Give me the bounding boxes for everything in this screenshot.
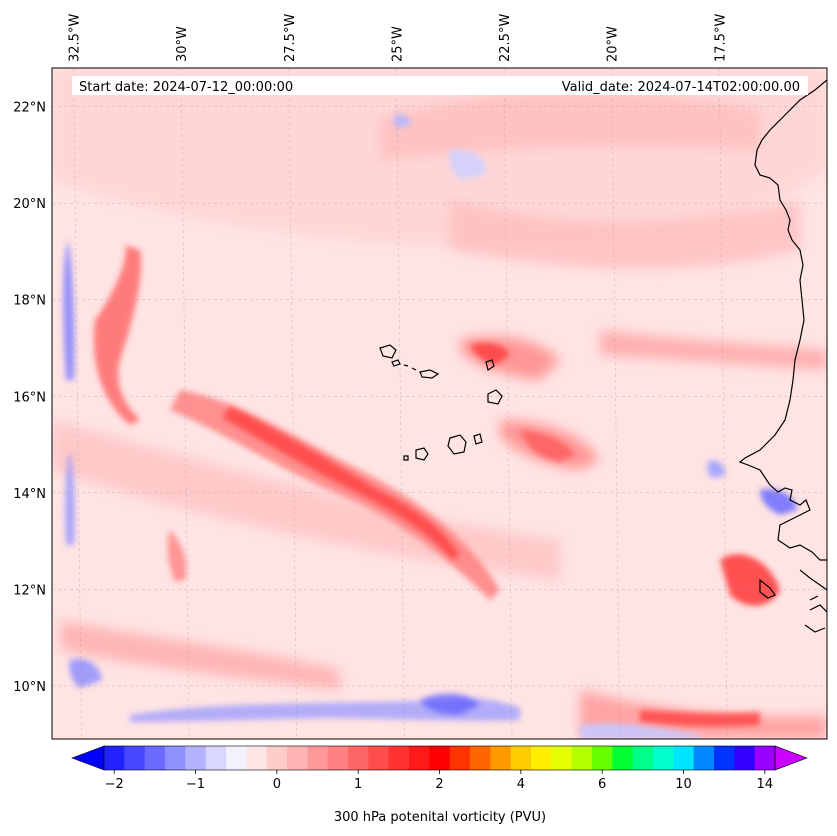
colorbar-bin xyxy=(165,746,186,770)
colorbar-bin xyxy=(714,746,735,770)
map-frame xyxy=(51,67,828,740)
colorbar-bin xyxy=(185,746,207,770)
colorbar-bin xyxy=(388,746,410,770)
map-panel xyxy=(52,68,827,739)
lat-tick-label: 14°N xyxy=(13,487,46,502)
colorbar-bin xyxy=(612,746,634,770)
colorbar-bin xyxy=(632,746,654,770)
colorbar-bin xyxy=(531,746,552,770)
colorbar-bin xyxy=(104,746,125,770)
gridline-lon xyxy=(503,68,513,739)
colorbar-bin xyxy=(693,746,715,770)
colorbar-tick-label: 4 xyxy=(517,777,525,792)
colorbar-over-arrow xyxy=(774,745,808,771)
colorbar-bin xyxy=(409,746,430,770)
colorbar-bin xyxy=(287,746,308,770)
gridline-lon xyxy=(288,68,298,739)
colorbar-bin xyxy=(368,746,390,770)
lon-tick-label: 27.5°W xyxy=(283,14,298,62)
colorbar-tick-label: 6 xyxy=(598,777,606,792)
latitude-labels: 22°N 20°N 18°N 16°N 14°N 12°N 10°N xyxy=(13,101,46,695)
lon-tick-label: 25°W xyxy=(390,26,405,62)
colorbar-bin xyxy=(653,746,674,770)
colorbar-ticks: −2 −1 0 1 2 4 6 10 14 xyxy=(105,770,774,792)
colorbar-bin xyxy=(510,746,532,770)
gridline-lon xyxy=(396,68,405,739)
colorbar-label: 300 hPa potenital vorticity (PVU) xyxy=(334,810,546,825)
colorbar-bin xyxy=(754,746,776,770)
longitude-labels: 32.5°W 30°W 27.5°W 25°W 22.5°W 20°W 17.5°W xyxy=(68,14,729,62)
colorbar-bin xyxy=(592,746,613,770)
gridlines xyxy=(52,68,827,739)
info-banner-bg xyxy=(72,76,808,95)
lon-tick-label: 32.5°W xyxy=(68,14,83,62)
lat-tick-label: 20°N xyxy=(13,197,46,212)
colorbar-bin xyxy=(205,746,227,770)
valid-date-text: Valid_date: 2024-07-14T02:00:00.00 xyxy=(562,80,800,95)
gridline-lon xyxy=(73,68,82,739)
colorbar-bin xyxy=(449,746,471,770)
colorbar-bin xyxy=(226,746,247,770)
colorbar-bin xyxy=(673,746,695,770)
lon-tick-label: 20°W xyxy=(606,26,621,62)
gridline-lon xyxy=(611,68,620,739)
lon-tick-label: 17.5°W xyxy=(713,14,728,62)
colorbar-tick-label: 10 xyxy=(675,777,692,792)
lat-tick-label: 16°N xyxy=(13,390,46,405)
colorbar-tick-label: 0 xyxy=(273,777,281,792)
start-date-text: Start date: 2024-07-12_00:00:00 xyxy=(79,80,293,95)
colorbar-bin xyxy=(470,746,491,770)
colorbar-under-arrow xyxy=(71,745,105,771)
colorbar-bin xyxy=(490,746,512,770)
pv-streamer xyxy=(93,245,780,727)
lat-tick-label: 22°N xyxy=(13,101,46,116)
colorbar-bin xyxy=(144,746,166,770)
colorbar-tick-label: −2 xyxy=(105,777,124,792)
colorbar-bin xyxy=(551,746,573,770)
pv-negative xyxy=(63,114,797,739)
colorbar-tick-label: 1 xyxy=(354,777,362,792)
lon-tick-label: 30°W xyxy=(175,26,190,62)
info-banner: Start date: 2024-07-12_00:00:00 Valid_da… xyxy=(72,76,808,95)
colorbar-bin xyxy=(124,746,146,770)
gridline-lon xyxy=(180,68,190,739)
coastline-guinea xyxy=(759,569,827,633)
lat-tick-label: 10°N xyxy=(13,680,46,695)
lon-tick-label: 22.5°W xyxy=(498,14,513,62)
colorbar-bin xyxy=(327,746,349,770)
colorbar-bin xyxy=(246,746,268,770)
gridline-lon xyxy=(719,68,728,739)
colorbar xyxy=(71,745,808,771)
colorbar-tick-label: 2 xyxy=(435,777,443,792)
colorbar-bin xyxy=(348,746,369,770)
cape-verde-islands xyxy=(379,344,503,461)
colorbar-bin xyxy=(307,746,329,770)
colorbar-bin xyxy=(571,746,593,770)
colorbar-tick-label: −1 xyxy=(186,777,205,792)
coastline-africa xyxy=(738,79,827,561)
colorbar-bin xyxy=(266,746,288,770)
colorbar-tick-label: 14 xyxy=(757,777,774,792)
lat-tick-label: 12°N xyxy=(13,583,46,598)
colorbar-bin xyxy=(429,746,451,770)
lat-tick-label: 18°N xyxy=(13,294,46,309)
colorbar-bin xyxy=(734,746,756,770)
